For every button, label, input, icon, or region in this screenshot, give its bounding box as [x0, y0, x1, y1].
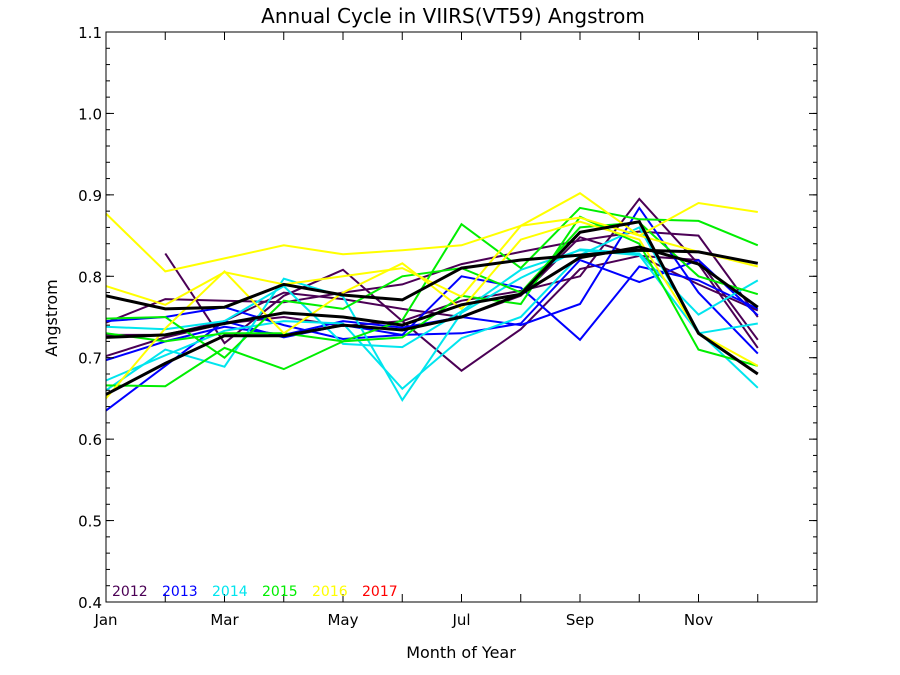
series-line-19	[105, 220, 759, 396]
x-tick-label: Mar	[210, 611, 239, 629]
series-line-16	[105, 220, 759, 400]
series-line-14	[105, 192, 758, 273]
series-line-8	[105, 248, 759, 402]
y-tick-label: 1.0	[78, 105, 102, 123]
legend-item-2014: 2014	[212, 584, 248, 600]
x-tick-label: Jul	[451, 611, 470, 629]
x-tick-label: Sep	[566, 611, 594, 629]
series-line-13	[105, 215, 759, 367]
legend-item-2015: 2015	[262, 584, 298, 600]
x-axis-label: Month of Year	[406, 643, 516, 662]
series-line-18	[105, 245, 759, 339]
x-tick-label: Jan	[93, 611, 117, 629]
series-line-12	[105, 221, 759, 359]
x-tick-label: May	[327, 611, 358, 629]
y-tick-label: 0.8	[78, 268, 102, 286]
y-axis-label: Angstrom	[42, 279, 61, 356]
legend-item-2013: 2013	[162, 584, 198, 600]
tick-layer: 0.4 0.5 0.6 0.7 0.8 0.9 1.0 1.1 Jan Mar May Jul Sep N…	[78, 24, 818, 629]
y-tick-label: 0.9	[78, 187, 102, 205]
legend: 2012 2013 2014 2015 2016 2017	[112, 584, 398, 600]
x-tick-label: Nov	[684, 611, 713, 629]
series-line-9	[105, 249, 758, 349]
series-line-11	[105, 206, 759, 388]
series-layer	[105, 192, 759, 412]
y-tick-label: 0.6	[78, 431, 102, 449]
legend-item-2017: 2017	[362, 584, 398, 600]
chart-title: Annual Cycle in VIIRS(VT59) Angstrom	[261, 4, 645, 28]
legend-item-2012: 2012	[112, 584, 148, 600]
y-tick-label: 0.7	[78, 350, 102, 368]
legend-item-2016: 2016	[312, 584, 348, 600]
y-tick-label: 0.4	[78, 594, 102, 612]
y-tick-label: 0.5	[78, 513, 102, 531]
y-tick-label: 1.1	[78, 24, 102, 42]
